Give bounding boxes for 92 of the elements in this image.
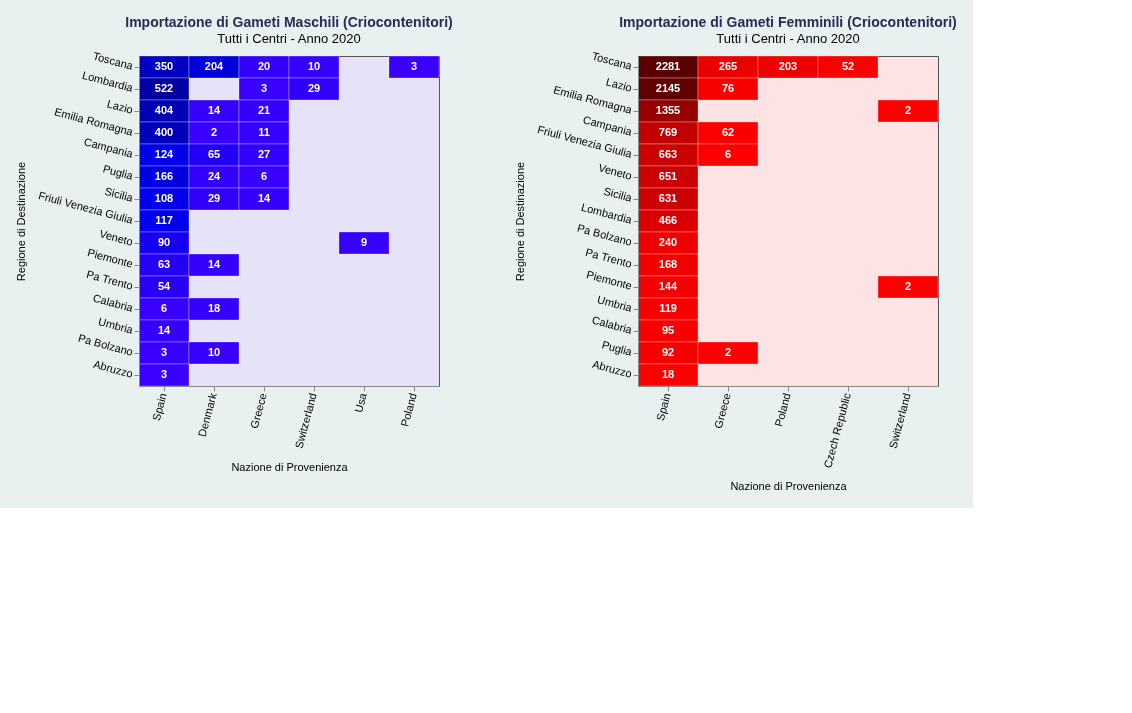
data-label: 166 bbox=[154, 170, 174, 182]
data-label: 663 bbox=[658, 148, 678, 160]
x-axis-title: Nazione di Provenienza bbox=[231, 460, 349, 473]
data-label: 21 bbox=[257, 104, 271, 116]
data-label: 14 bbox=[257, 192, 271, 204]
data-label: 1355 bbox=[655, 104, 681, 116]
y-tick-label: Veneto bbox=[98, 227, 135, 248]
data-label: 203 bbox=[778, 60, 798, 72]
data-label: 168 bbox=[658, 258, 678, 270]
data-label: 2 bbox=[724, 346, 732, 358]
y-tick-label: Toscana bbox=[590, 49, 635, 73]
data-label: 119 bbox=[659, 302, 677, 314]
data-label: 204 bbox=[204, 60, 225, 72]
data-label: 20 bbox=[257, 60, 271, 72]
data-label: 769 bbox=[658, 126, 678, 138]
y-tick-label: Umbria bbox=[96, 315, 136, 337]
x-tick-label: Usa bbox=[352, 390, 370, 414]
data-label: 63 bbox=[157, 258, 171, 270]
data-label: 6 bbox=[724, 148, 732, 160]
data-label: 144 bbox=[658, 280, 679, 292]
data-label: 3 bbox=[160, 346, 168, 358]
data-label: 14 bbox=[207, 258, 221, 270]
x-tick-label: Poland bbox=[398, 391, 419, 428]
y-axis-title: Regione di Destinazione bbox=[15, 161, 28, 282]
x-tick-label: Greece bbox=[711, 391, 733, 430]
y-tick-label: Abruzzo bbox=[591, 357, 634, 380]
data-label: 2 bbox=[210, 126, 218, 138]
x-tick-label: Spain bbox=[149, 391, 169, 422]
data-label: 350 bbox=[154, 60, 174, 72]
data-label: 54 bbox=[157, 280, 171, 292]
data-label: 6 bbox=[260, 170, 268, 182]
x-tick-label: Spain bbox=[653, 391, 673, 422]
data-label: 3 bbox=[160, 368, 168, 380]
data-label: 95 bbox=[661, 324, 675, 336]
data-label: 400 bbox=[154, 126, 174, 138]
data-label: 14 bbox=[207, 104, 221, 116]
y-tick-label: Calabria bbox=[590, 313, 635, 337]
y-tick-label: Lazio bbox=[604, 75, 634, 94]
data-label: 65 bbox=[207, 148, 221, 160]
y-tick-label: Lazio bbox=[105, 97, 135, 116]
data-label: 76 bbox=[721, 82, 735, 94]
data-label: 265 bbox=[718, 60, 738, 72]
data-label: 522 bbox=[154, 82, 174, 94]
x-axis-title: Nazione di Provenienza bbox=[730, 480, 848, 493]
data-label: 2145 bbox=[655, 82, 681, 94]
data-label: 404 bbox=[154, 104, 175, 116]
chart-title: Importazione di Gameti Femminili (Criocontenitori) bbox=[619, 14, 957, 31]
data-label: 108 bbox=[154, 192, 174, 204]
data-label: 6 bbox=[160, 302, 168, 314]
data-label: 240 bbox=[658, 236, 678, 248]
data-label: 92 bbox=[661, 346, 675, 358]
data-label: 29 bbox=[207, 192, 221, 204]
data-label: 18 bbox=[661, 368, 675, 380]
y-tick-label: Pa Trento bbox=[85, 267, 135, 292]
x-tick-label: Greece bbox=[247, 391, 269, 430]
y-tick-label: Sicilia bbox=[103, 184, 136, 205]
data-label: 90 bbox=[157, 236, 171, 248]
y-tick-label: Abruzzo bbox=[92, 357, 135, 380]
y-tick-label: Veneto bbox=[597, 161, 634, 182]
data-label: 651 bbox=[658, 170, 678, 182]
data-label: 2 bbox=[904, 280, 912, 292]
y-tick-label: Toscana bbox=[91, 49, 136, 73]
chart-subtitle: Tutti i Centri - Anno 2020 bbox=[217, 31, 361, 47]
chart-subtitle: Tutti i Centri - Anno 2020 bbox=[716, 31, 860, 47]
data-label: 24 bbox=[207, 170, 221, 182]
data-label: 3 bbox=[410, 60, 418, 72]
y-tick-label: Puglia bbox=[101, 162, 136, 183]
data-label: 124 bbox=[154, 148, 175, 160]
data-label: 9 bbox=[360, 236, 368, 248]
data-label: 631 bbox=[658, 192, 678, 204]
data-label: 10 bbox=[307, 60, 321, 72]
data-label: 2281 bbox=[655, 60, 681, 72]
y-tick-label: Pa Trento bbox=[584, 245, 634, 270]
data-label: 29 bbox=[307, 82, 321, 94]
data-label: 27 bbox=[257, 148, 271, 160]
data-label: 466 bbox=[658, 214, 678, 226]
y-tick-label: Umbria bbox=[595, 293, 635, 315]
y-tick-label: Sicilia bbox=[602, 184, 635, 205]
data-label: 52 bbox=[841, 60, 855, 72]
x-tick-label: Poland bbox=[772, 391, 793, 428]
y-axis-title: Regione di Destinazione bbox=[514, 161, 527, 282]
data-label: 2 bbox=[904, 104, 912, 116]
data-label: 3 bbox=[260, 82, 268, 94]
y-tick-label: Calabria bbox=[91, 291, 136, 315]
data-label: 11 bbox=[258, 126, 270, 138]
data-label: 10 bbox=[207, 346, 221, 358]
data-label: 117 bbox=[155, 214, 173, 226]
data-label: 62 bbox=[721, 126, 735, 138]
y-tick-label: Puglia bbox=[600, 338, 635, 359]
chart-title: Importazione di Gameti Maschili (Criocontenitori) bbox=[125, 14, 453, 31]
data-label: 18 bbox=[207, 302, 221, 314]
data-label: 14 bbox=[157, 324, 171, 336]
